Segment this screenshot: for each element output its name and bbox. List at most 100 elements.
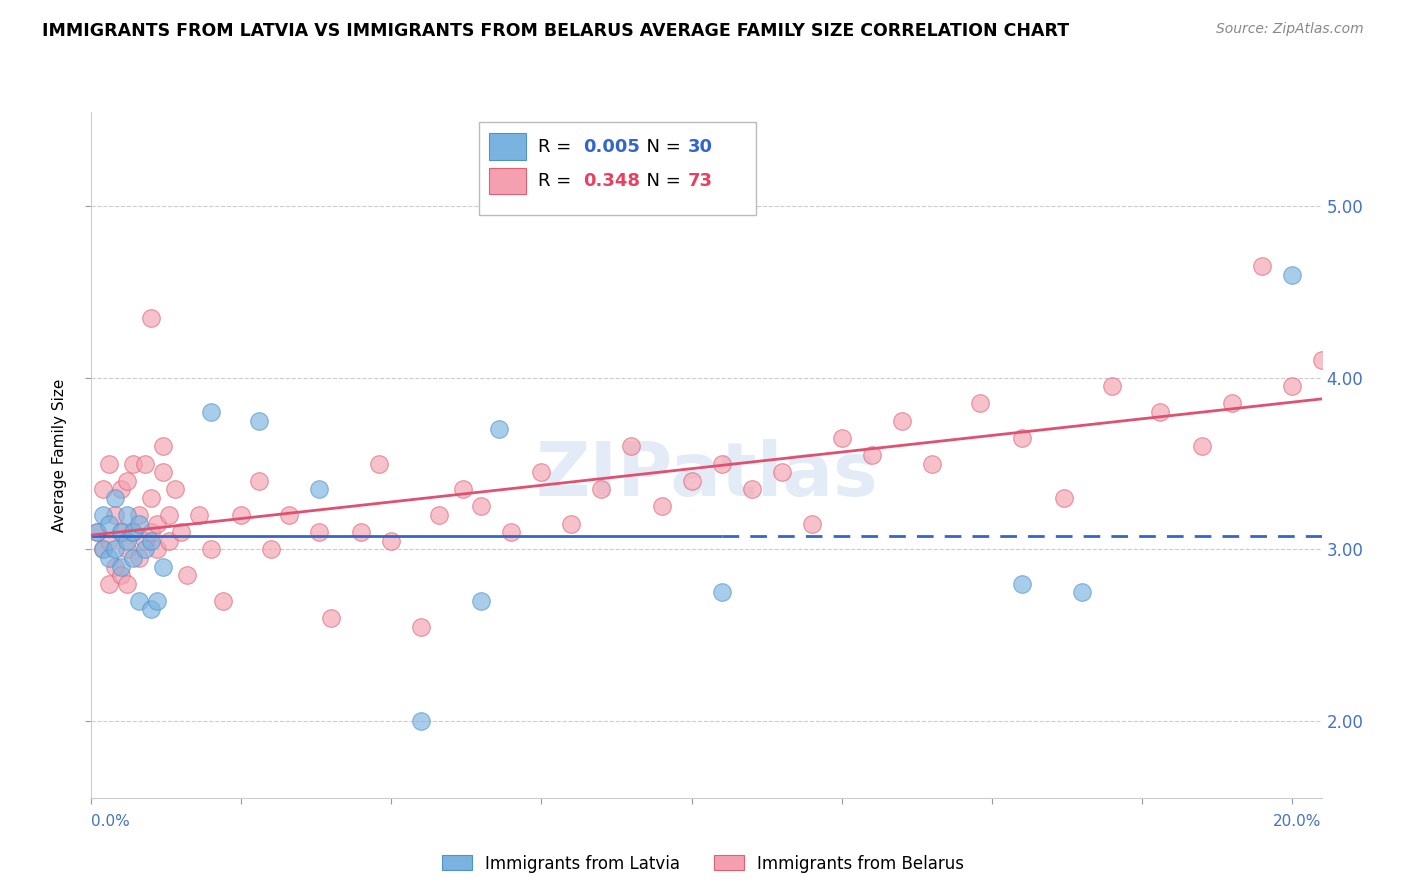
Point bbox=[1011, 576, 1033, 591]
Point bbox=[152, 465, 174, 479]
Point bbox=[104, 508, 127, 522]
Text: ZIPatlas: ZIPatlas bbox=[536, 439, 877, 512]
Point bbox=[128, 551, 150, 566]
Point bbox=[710, 585, 733, 599]
Point bbox=[200, 405, 222, 419]
Point bbox=[134, 533, 156, 548]
Point bbox=[110, 559, 132, 574]
Point bbox=[110, 525, 132, 540]
Point bbox=[146, 594, 169, 608]
Point bbox=[141, 533, 163, 548]
Point bbox=[128, 594, 150, 608]
Text: 0.005: 0.005 bbox=[583, 137, 640, 155]
Point bbox=[98, 516, 121, 531]
Point bbox=[122, 551, 145, 566]
Point bbox=[146, 516, 169, 531]
Point bbox=[321, 611, 343, 625]
Point bbox=[98, 457, 121, 471]
Text: N =: N = bbox=[636, 137, 686, 155]
Point bbox=[350, 525, 373, 540]
Point bbox=[141, 602, 163, 616]
Point bbox=[98, 533, 121, 548]
Point bbox=[86, 525, 108, 540]
Point bbox=[411, 619, 433, 633]
Point bbox=[831, 431, 853, 445]
Point bbox=[176, 568, 198, 582]
Text: 0.348: 0.348 bbox=[583, 172, 641, 190]
Point bbox=[308, 525, 330, 540]
Point bbox=[141, 525, 163, 540]
Point bbox=[470, 594, 492, 608]
Point bbox=[134, 457, 156, 471]
Point bbox=[1101, 379, 1123, 393]
Point bbox=[249, 474, 271, 488]
Point bbox=[560, 516, 582, 531]
Text: 73: 73 bbox=[688, 172, 713, 190]
Bar bbox=[489, 134, 526, 160]
Point bbox=[278, 508, 301, 522]
Point bbox=[152, 439, 174, 453]
Point bbox=[1281, 268, 1303, 282]
Bar bbox=[489, 168, 526, 194]
Y-axis label: Average Family Size: Average Family Size bbox=[52, 378, 67, 532]
Point bbox=[146, 542, 169, 557]
Point bbox=[122, 525, 145, 540]
Point bbox=[122, 525, 145, 540]
Point bbox=[488, 422, 510, 436]
Point bbox=[157, 508, 180, 522]
Point bbox=[1250, 259, 1272, 273]
Point bbox=[117, 533, 139, 548]
Point bbox=[260, 542, 283, 557]
Point bbox=[122, 457, 145, 471]
Point bbox=[231, 508, 253, 522]
Point bbox=[453, 482, 475, 496]
Point bbox=[110, 482, 132, 496]
Point bbox=[969, 396, 991, 410]
Point bbox=[93, 482, 115, 496]
Point bbox=[308, 482, 330, 496]
Point bbox=[110, 568, 132, 582]
Text: N =: N = bbox=[636, 172, 686, 190]
Point bbox=[650, 500, 672, 514]
FancyBboxPatch shape bbox=[479, 122, 756, 215]
Point bbox=[98, 551, 121, 566]
Point bbox=[134, 542, 156, 557]
Point bbox=[1011, 431, 1033, 445]
Point bbox=[591, 482, 613, 496]
Point bbox=[1070, 585, 1092, 599]
Point bbox=[1310, 353, 1333, 368]
Text: R =: R = bbox=[538, 172, 576, 190]
Point bbox=[800, 516, 823, 531]
Point bbox=[1052, 491, 1074, 505]
Point bbox=[249, 414, 271, 428]
Text: 30: 30 bbox=[688, 137, 713, 155]
Point bbox=[93, 508, 115, 522]
Point bbox=[212, 594, 235, 608]
Text: 20.0%: 20.0% bbox=[1274, 814, 1322, 829]
Point bbox=[200, 542, 222, 557]
Point bbox=[1149, 405, 1171, 419]
Text: 0.0%: 0.0% bbox=[91, 814, 131, 829]
Point bbox=[117, 508, 139, 522]
Point bbox=[1220, 396, 1243, 410]
Point bbox=[170, 525, 193, 540]
Point bbox=[128, 508, 150, 522]
Point bbox=[93, 542, 115, 557]
Point bbox=[411, 714, 433, 728]
Point bbox=[770, 465, 793, 479]
Point bbox=[681, 474, 703, 488]
Point bbox=[188, 508, 211, 522]
Point bbox=[429, 508, 451, 522]
Point bbox=[620, 439, 643, 453]
Point bbox=[104, 491, 127, 505]
Point bbox=[110, 525, 132, 540]
Point bbox=[117, 474, 139, 488]
Point bbox=[117, 576, 139, 591]
Point bbox=[1191, 439, 1213, 453]
Point bbox=[157, 533, 180, 548]
Point bbox=[104, 542, 127, 557]
Legend: Immigrants from Latvia, Immigrants from Belarus: Immigrants from Latvia, Immigrants from … bbox=[436, 848, 970, 880]
Point bbox=[86, 525, 108, 540]
Point bbox=[501, 525, 523, 540]
Point bbox=[710, 457, 733, 471]
